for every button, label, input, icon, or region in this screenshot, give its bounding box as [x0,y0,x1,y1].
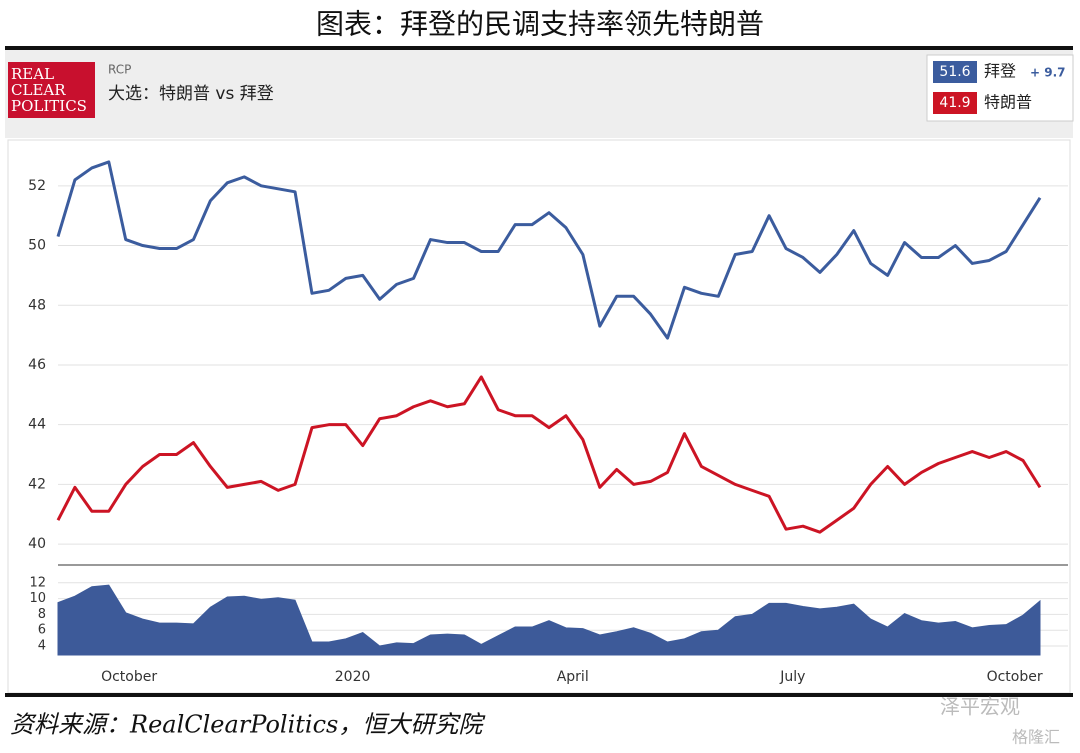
bottom-rule [5,693,1073,697]
legend-lead: + 9.7 [1030,66,1066,80]
logo-text: REAL [11,65,54,83]
y-tick-label: 40 [28,536,46,552]
legend-swatch [933,92,977,114]
y-tick-label: 44 [28,417,46,433]
legend-value: 41.9 [939,95,970,111]
logo-box [8,62,95,118]
logo-text: POLITICS [11,97,87,115]
y-tick-label: 52 [28,178,46,194]
watermark: 格隆汇 [1012,728,1060,747]
y-tick-label: 6 [38,623,46,638]
series-line [56,375,1042,534]
legend-label: 特朗普 [984,93,1032,112]
page-title: 图表：拜登的民调支持率领先特朗普 [316,8,764,41]
y-tick-label: 8 [38,607,46,622]
header-label: RCP [108,63,131,77]
x-tick-label: July [779,669,805,685]
legend-value: 51.6 [939,64,970,80]
x-tick-label: October [101,669,157,685]
header-subtitle: 大选：特朗普 vs 拜登 [108,84,274,104]
y-tick-label: 46 [28,357,46,373]
logo-text: CLEAR [11,81,66,99]
y-tick-label: 48 [28,297,46,313]
y-tick-label: 50 [28,238,46,254]
legend-swatch [933,61,977,83]
x-tick-label: October [987,669,1043,685]
legend-label: 拜登 [984,62,1016,81]
source-note: 资料来源：RealClearPolitics，恒大研究院 [10,711,486,739]
header-bg [5,50,1073,138]
y-tick-label: 42 [28,476,46,492]
series-line [56,160,1042,340]
y-tick-label: 10 [29,591,46,606]
watermark: 泽平宏观 [940,695,1020,719]
x-tick-label: 2020 [335,669,371,685]
plot-frame [7,139,1071,694]
spread-area [57,584,1041,656]
y-tick-label: 4 [38,638,46,653]
y-tick-label: 12 [29,575,46,590]
title-rule [5,46,1073,50]
x-tick-label: April [557,669,589,685]
